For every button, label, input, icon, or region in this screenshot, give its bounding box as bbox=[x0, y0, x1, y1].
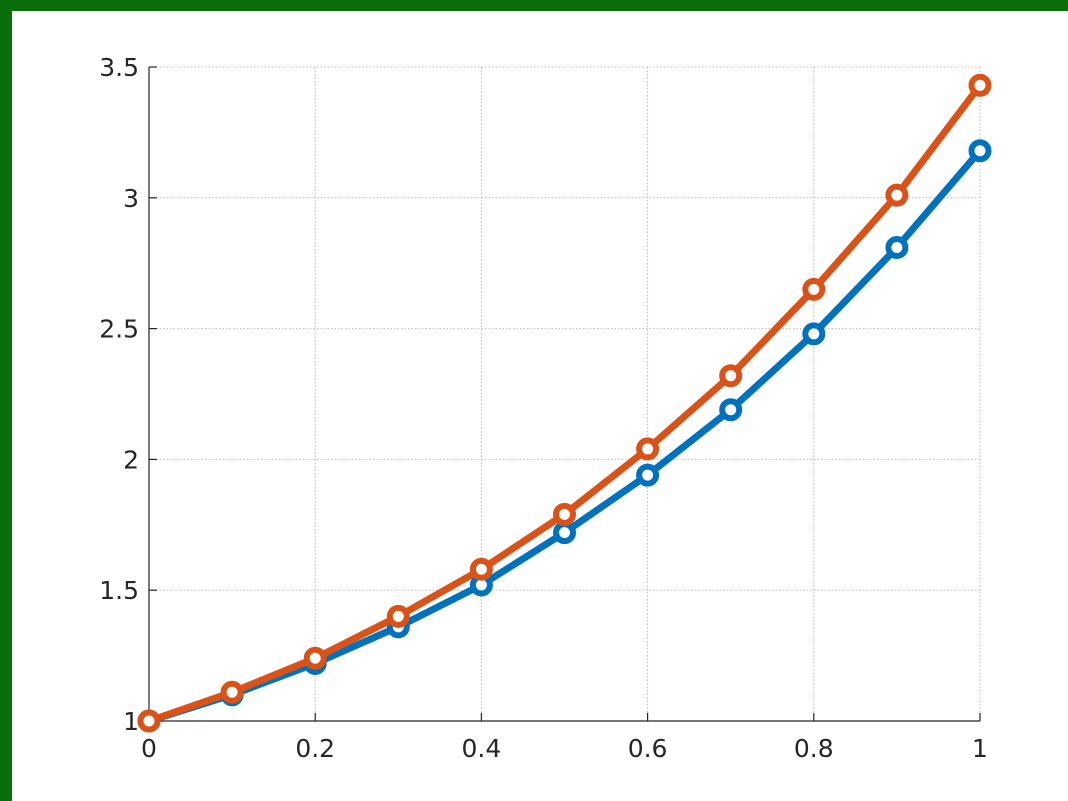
tick-labels: 0 0.2 0.4 0.6 0.8 1 1 1.5 2 2.5 3 3.5 bbox=[99, 53, 988, 763]
y-tick-label: 1.5 bbox=[99, 576, 139, 605]
data-point bbox=[553, 502, 576, 526]
data-point bbox=[719, 364, 743, 388]
data-point bbox=[553, 521, 576, 545]
data-point bbox=[802, 322, 826, 346]
data-point bbox=[386, 604, 410, 628]
series-2 bbox=[137, 73, 992, 733]
y-tick-label: 1 bbox=[123, 707, 139, 736]
data-point bbox=[719, 398, 743, 422]
data-point bbox=[636, 437, 660, 461]
x-tick-label: 0.8 bbox=[794, 734, 834, 763]
y-tick-label: 2.5 bbox=[99, 315, 139, 344]
data-point bbox=[469, 557, 493, 581]
x-tick-label: 1 bbox=[972, 734, 988, 763]
data-point bbox=[636, 463, 660, 487]
series-line bbox=[145, 81, 984, 725]
y-tick-label: 2 bbox=[123, 445, 139, 474]
series-line bbox=[145, 147, 984, 725]
y-tick-label: 3.5 bbox=[99, 53, 139, 82]
chart-frame: 0 0.2 0.4 0.6 0.8 1 1 1.5 2 2.5 3 3.5 bbox=[12, 11, 1068, 801]
data-point bbox=[968, 73, 992, 97]
x-tick-label: 0.4 bbox=[462, 734, 502, 763]
data-point bbox=[220, 680, 244, 704]
data-point bbox=[137, 709, 161, 733]
grid-layer bbox=[148, 66, 981, 722]
x-tick-label: 0.6 bbox=[628, 734, 668, 763]
axes-layer bbox=[148, 66, 981, 722]
series-layer bbox=[137, 73, 992, 733]
data-point bbox=[885, 183, 909, 207]
data-point bbox=[802, 277, 826, 301]
x-tick-label: 0.2 bbox=[295, 734, 335, 763]
data-point bbox=[303, 646, 327, 670]
y-tick-label: 3 bbox=[123, 184, 139, 213]
data-point bbox=[885, 236, 909, 260]
data-point bbox=[968, 139, 992, 163]
x-tick-label: 0 bbox=[141, 734, 157, 763]
line-chart: 0 0.2 0.4 0.6 0.8 1 1 1.5 2 2.5 3 3.5 bbox=[99, 53, 992, 763]
